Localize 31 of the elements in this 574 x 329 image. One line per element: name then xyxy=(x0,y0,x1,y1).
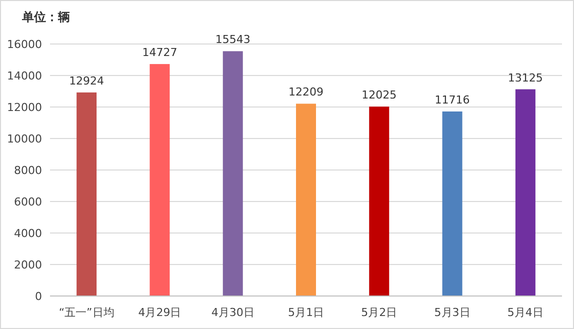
y-tick-label: 0 xyxy=(35,290,42,303)
chart-title: 单位：辆 xyxy=(21,10,70,24)
data-label: 11716 xyxy=(434,93,470,106)
y-tick-label: 12000 xyxy=(7,101,42,114)
bar xyxy=(76,92,97,296)
x-tick-label: 4月29日 xyxy=(138,306,182,319)
bar xyxy=(442,111,462,296)
y-tick-label: 10000 xyxy=(7,132,42,146)
bar xyxy=(369,106,390,296)
x-tick-label: “五一”日均 xyxy=(58,306,114,319)
data-label: 12924 xyxy=(69,74,104,88)
data-label: 12209 xyxy=(288,86,324,99)
bar xyxy=(150,64,170,296)
bar xyxy=(515,89,536,296)
y-tick-label: 2000 xyxy=(14,258,42,272)
y-tick-label: 4000 xyxy=(14,227,42,240)
x-tick-label: 5月3日 xyxy=(434,306,470,319)
bar xyxy=(296,104,316,296)
data-label: 14727 xyxy=(142,46,178,60)
data-label: 13125 xyxy=(508,71,543,84)
x-tick-label: 5月2日 xyxy=(361,306,398,319)
bar xyxy=(222,51,243,296)
x-tick-label: 5月1日 xyxy=(288,306,324,319)
x-tick-label: 4月30日 xyxy=(211,306,254,319)
y-tick-label: 8000 xyxy=(14,164,42,177)
y-tick-label: 14000 xyxy=(7,70,42,82)
x-tick-label: 5月4日 xyxy=(507,306,544,319)
data-label: 15543 xyxy=(215,33,250,46)
y-tick-label: 16000 xyxy=(7,38,42,51)
data-label: 12025 xyxy=(362,88,397,102)
y-tick-label: 6000 xyxy=(14,196,42,208)
